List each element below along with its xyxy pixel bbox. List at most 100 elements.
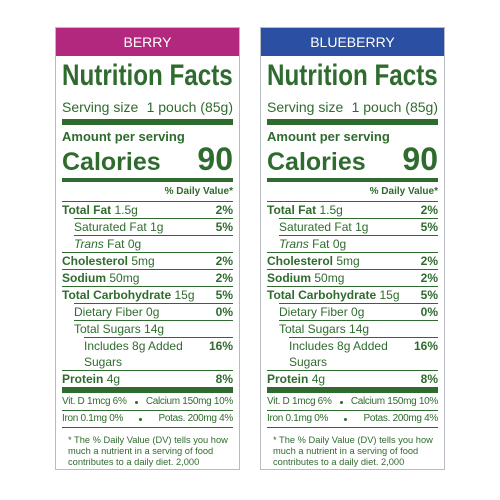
nutrient-dv: 5%	[215, 288, 233, 302]
nutrient-name-text: Cholesterol	[62, 254, 129, 268]
nutrient-row: Cholesterol 5mg 2%	[267, 252, 438, 269]
nutrient-name-italic: Trans	[74, 237, 104, 251]
nutrient-row: Total Carbohydrate 15g 5%	[62, 286, 233, 303]
footnote: * The % Daily Value (DV) tells you how m…	[273, 435, 433, 469]
nutrient-row: Dietary Fiber 0g 0%	[74, 303, 233, 320]
nutrition-label: BERRY Nutrition Facts Serving size 1 pouch …	[55, 27, 240, 470]
nutrient-name-text: Protein	[62, 372, 104, 386]
thick-rule	[62, 387, 233, 393]
nutrient-name-text: Fat	[312, 237, 330, 251]
nutrient-name: Includes 8g Added Sugars	[84, 338, 209, 370]
nutrient-row: Cholesterol 5mg 2%	[62, 252, 233, 269]
nutrient-name-text: Total Sugars	[279, 322, 346, 336]
nutrient-row: Sodium 50mg 2%	[267, 269, 438, 286]
nutrient-amount: 15g	[174, 288, 195, 302]
nutrient-name: Total Fat 1.5g	[62, 202, 138, 218]
nutrient-name: Sodium 50mg	[62, 270, 139, 286]
nutrient-name: Includes 8g Added Sugars	[289, 338, 414, 370]
label-body: Nutrition Facts Serving size 1 pouch (85g)…	[56, 56, 239, 469]
nutrient-amount: 4g	[106, 372, 121, 386]
nutrient-amount: 5mg	[336, 254, 360, 268]
vitamin-row: Iron 0.1mg 0% Potas. 200mg 4%	[62, 411, 233, 428]
flavor-header: BLUEBERRY	[261, 28, 444, 56]
nutrient-row: Trans Fat 0g	[74, 235, 233, 252]
nutrient-name: Total Sugars 14g	[74, 321, 164, 337]
serving-value: 1 pouch (85g)	[351, 99, 438, 115]
amount-per-serving: Amount per serving	[62, 129, 185, 144]
daily-value-header: % Daily Value*	[267, 183, 438, 202]
vitamin-row: Vit. D 1mcg 6% Calcium 150mg 10%	[267, 394, 438, 411]
nutrient-amount: 0g	[146, 305, 160, 319]
nutrient-dv: 0%	[215, 305, 233, 319]
calories-label: Calories	[267, 148, 366, 176]
label-body: Nutrition Facts Serving size 1 pouch (85g)…	[261, 56, 444, 469]
nutrient-name-text: Includes 8g Added Sugars	[84, 339, 183, 369]
nutrient-dv: 5%	[420, 220, 438, 234]
nutrient-dv: 5%	[215, 220, 233, 234]
nutrient-name: Saturated Fat 1g	[74, 219, 163, 235]
nutrition-label: BLUEBERRY Nutrition Facts Serving size 1 po…	[260, 27, 445, 470]
serving-label: Serving size	[267, 99, 344, 115]
vitamin-item: Potas. 200mg 4%	[158, 413, 234, 424]
nutrient-name-text: Sodium	[62, 271, 106, 285]
nutrient-name: Cholesterol 5mg	[267, 253, 360, 269]
nutrient-name: Protein 4g	[62, 371, 120, 387]
nutrient-name: Dietary Fiber 0g	[279, 304, 364, 320]
nutrient-name-text: Saturated Fat	[74, 220, 147, 234]
nutrient-name: Cholesterol 5mg	[62, 253, 155, 269]
calories-row: Calories 90	[62, 143, 233, 176]
vitamin-item: Iron 0.1mg 0%	[267, 413, 329, 424]
nutrient-name-text: Total Carbohydrate	[267, 288, 377, 302]
nutrient-row: Saturated Fat 1g 5%	[279, 218, 438, 235]
bullet	[139, 417, 143, 421]
flavor-header: BERRY	[56, 28, 239, 56]
nutrient-name: Total Carbohydrate 15g	[62, 287, 195, 303]
nutrient-dv: 2%	[420, 254, 438, 268]
nutrient-name-text: Protein	[267, 372, 309, 386]
nutrient-row: Total Sugars 14g	[74, 320, 233, 337]
nutrient-name: Dietary Fiber 0g	[74, 304, 159, 320]
nutrient-name-text: Total Fat	[267, 203, 317, 217]
nutrient-amount: 1g	[150, 220, 164, 234]
nutrient-row: Total Sugars 14g	[279, 320, 438, 337]
bullet	[134, 400, 138, 404]
nutrient-amount: 14g	[349, 322, 370, 336]
serving-value: 1 pouch (85g)	[146, 99, 233, 115]
serving-row: Serving size 1 pouch (85g)	[267, 98, 438, 116]
nutrient-amount: 4g	[311, 372, 326, 386]
nutrient-name-text: Dietary Fiber	[74, 305, 143, 319]
nutrient-name-text: Cholesterol	[267, 254, 334, 268]
nutrient-row: Total Carbohydrate 15g 5%	[267, 286, 438, 303]
nutrient-amount: 1.5g	[114, 203, 138, 217]
vitamin-row: Vit. D 1mcg 6% Calcium 150mg 10%	[62, 394, 233, 411]
nutrient-row: Dietary Fiber 0g 0%	[279, 303, 438, 320]
vitamin-item: Vit. D 1mcg 6%	[267, 396, 332, 407]
nutrient-amount: 50mg	[314, 271, 345, 285]
label-title: Nutrition Facts	[267, 59, 438, 92]
nutrient-name: Sodium 50mg	[267, 270, 344, 286]
nutrient-name: Total Fat 1.5g	[267, 202, 343, 218]
vitamin-item: Potas. 200mg 4%	[363, 413, 439, 424]
nutrient-name-text: Total Sugars	[74, 322, 141, 336]
nutrient-amount: 0g	[351, 305, 365, 319]
nutrient-row: Total Fat 1.5g 2%	[62, 202, 233, 218]
nutrient-row: Sodium 50mg 2%	[62, 269, 233, 286]
nutrient-dv: 2%	[215, 203, 233, 217]
thick-rule	[267, 387, 438, 393]
thick-rule	[267, 119, 438, 125]
calories-row: Calories 90	[267, 143, 438, 176]
nutrient-name-italic: Trans	[279, 237, 309, 251]
nutrient-name: Trans Fat 0g	[279, 236, 346, 252]
footnote: * The % Daily Value (DV) tells you how m…	[68, 435, 228, 469]
nutrient-name-text: Dietary Fiber	[279, 305, 348, 319]
nutrient-name-text: Fat	[107, 237, 125, 251]
vitamin-item: Vit. D 1mcg 6%	[62, 396, 127, 407]
nutrient-dv: 16%	[413, 339, 438, 353]
nutrient-row: Saturated Fat 1g 5%	[74, 218, 233, 235]
nutrient-name: Saturated Fat 1g	[279, 219, 368, 235]
medium-rule	[62, 178, 233, 182]
nutrient-name: Protein 4g	[267, 371, 325, 387]
nutrient-name-text: Sodium	[267, 271, 311, 285]
nutrient-name-text: Saturated Fat	[279, 220, 352, 234]
